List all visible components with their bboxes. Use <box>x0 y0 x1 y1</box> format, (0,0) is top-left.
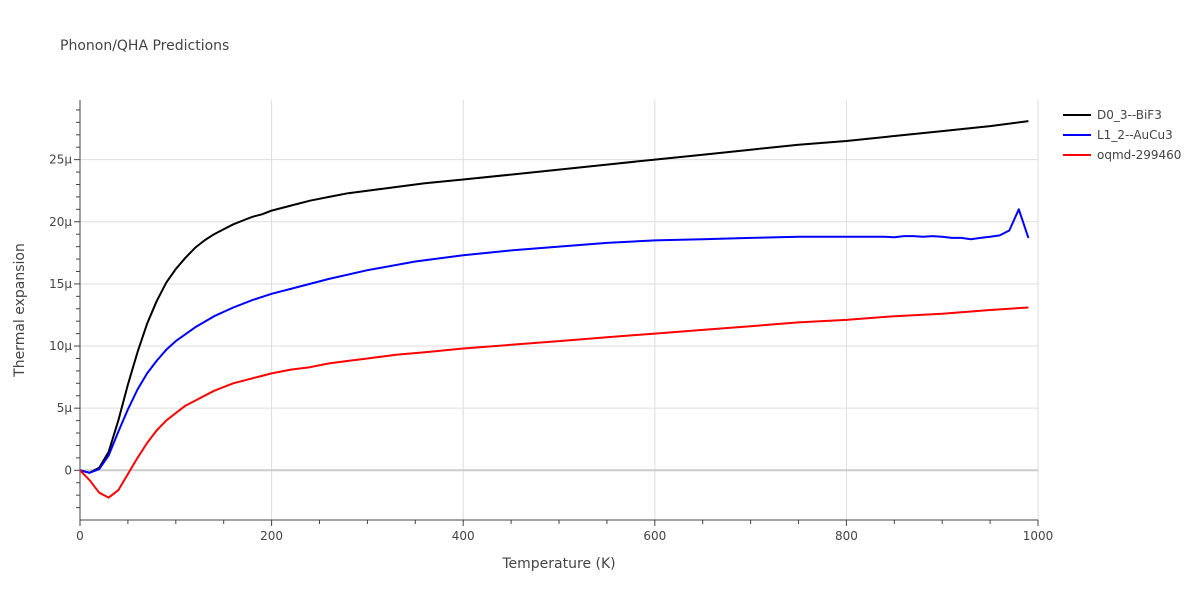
legend-label: oqmd-299460 <box>1097 148 1181 162</box>
x-tick-label: 200 <box>260 529 283 543</box>
legend-label: L1_2--AuCu3 <box>1097 128 1173 142</box>
y-tick-label: 20μ <box>49 215 72 229</box>
legend-label: D0_3--BiF3 <box>1097 108 1162 122</box>
x-tick-label: 400 <box>452 529 475 543</box>
chart-title: Phonon/QHA Predictions <box>60 38 229 54</box>
x-tick-label: 0 <box>76 529 84 543</box>
series-line-1 <box>79 208 1030 474</box>
legend: D0_3--BiF3 L1_2--AuCu3 oqmd-299460 <box>1063 108 1181 162</box>
y-tick-label: 5μ <box>57 401 73 415</box>
x-tick-label: 1000 <box>1023 529 1054 543</box>
axes <box>74 100 1039 526</box>
series-line-2 <box>79 306 1029 499</box>
x-axis-title: Temperature (K) <box>501 556 615 572</box>
series-lines <box>79 120 1030 499</box>
y-axis-ticks: 0 5μ 10μ 15μ 20μ 25μ <box>49 153 72 478</box>
y-tick-label: 0 <box>64 463 72 477</box>
grid <box>80 100 1039 520</box>
series-line-0 <box>79 120 1029 474</box>
x-tick-label: 600 <box>643 529 666 543</box>
y-tick-label: 10μ <box>49 339 72 353</box>
y-tick-label: 25μ <box>49 153 72 167</box>
y-tick-label: 15μ <box>49 277 72 291</box>
x-tick-label: 800 <box>835 529 858 543</box>
y-axis-title: Thermal expansion <box>12 243 28 378</box>
x-axis-ticks: 0 200 400 600 800 1000 <box>76 529 1053 543</box>
